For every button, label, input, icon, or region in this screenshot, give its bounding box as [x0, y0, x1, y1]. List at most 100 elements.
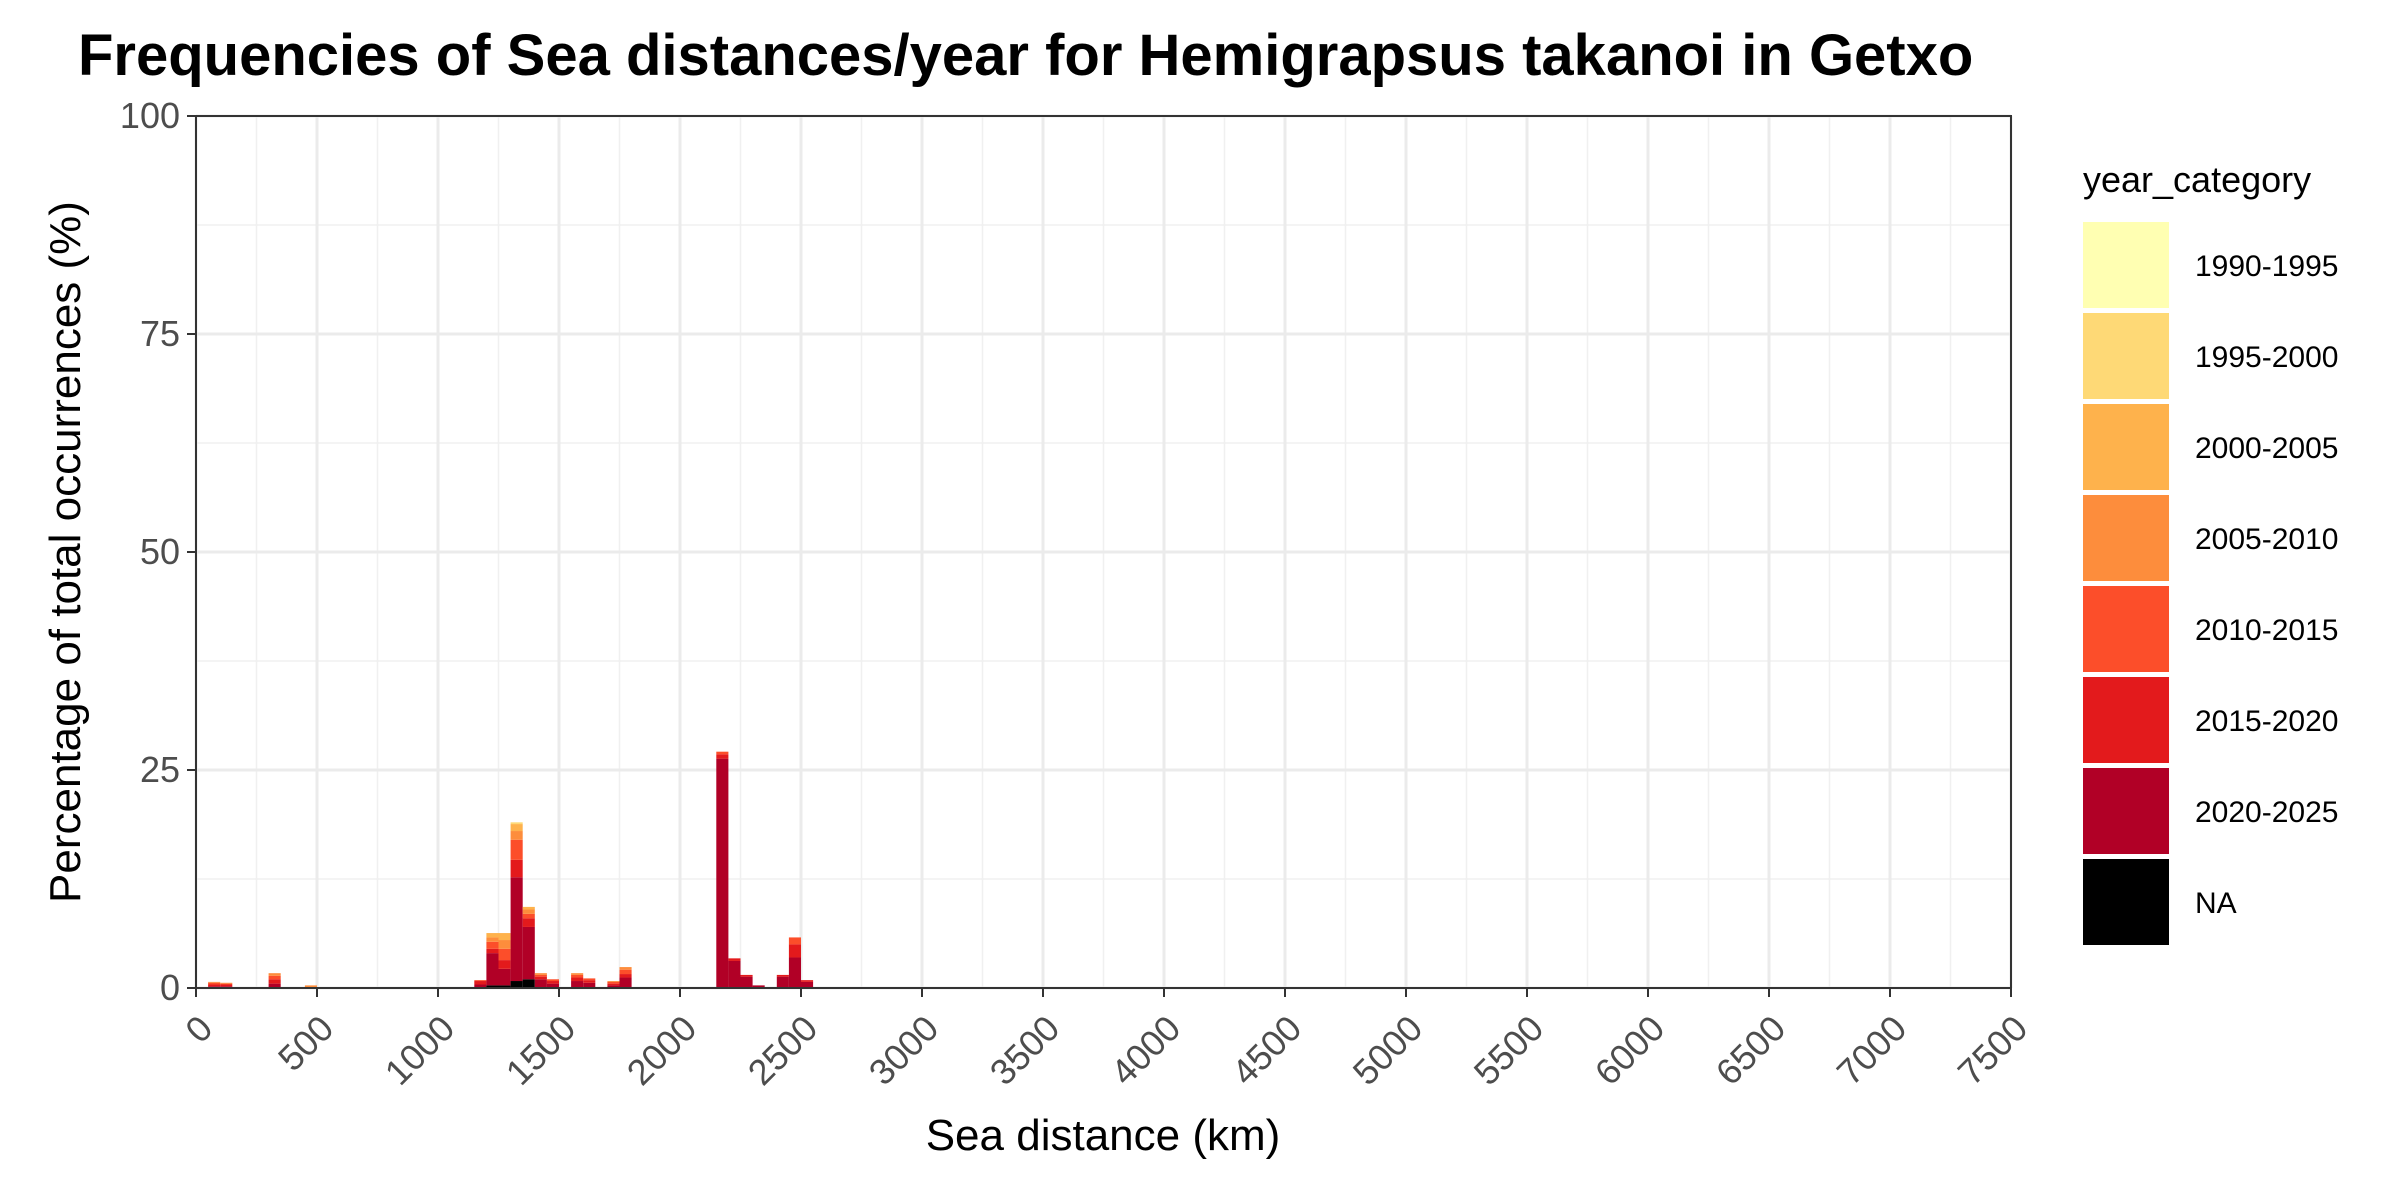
bar-segment: [304, 985, 317, 988]
bar-segment: [522, 918, 535, 927]
legend-label: 2020-2025: [2195, 796, 2338, 829]
bar-segment: [728, 960, 741, 988]
bar-segment: [583, 982, 596, 988]
legend-key: [2083, 768, 2169, 854]
legend-label: 2000-2005: [2195, 432, 2338, 465]
x-tick-label: 4500: [1224, 1007, 1310, 1093]
bar-segment: [208, 982, 221, 985]
bar-segment: [486, 948, 499, 954]
bar-segment: [776, 976, 789, 988]
legend-key: [2083, 313, 2169, 399]
x-tick-label: 2000: [619, 1007, 705, 1093]
bar-segment: [716, 758, 729, 988]
bar-segment: [619, 967, 632, 970]
bar-segment: [220, 982, 233, 984]
legend-key: [2083, 404, 2169, 490]
y-axis-title: Percentage of total occurrences (%): [41, 201, 90, 903]
bar-segment: [740, 974, 753, 977]
bar-segment: [788, 957, 801, 988]
bar-segment: [522, 913, 535, 919]
bar-segment: [498, 985, 511, 988]
bar-segment: [571, 977, 584, 982]
x-axis: 0 500 1000 1500 2000 2500 3000 3500 4000 4500 5000…: [177, 988, 2035, 1093]
y-axis: 0 25 50 75 100: [120, 95, 196, 1008]
legend-label: 1990-1995: [2195, 250, 2338, 283]
chart-title: Frequencies of Sea distances/year for He…: [78, 23, 1974, 88]
bar-segment: [546, 981, 559, 984]
bar-segment: [510, 839, 523, 860]
bar-segment: [510, 822, 523, 825]
bar-segment: [522, 909, 535, 914]
legend-key: [2083, 222, 2169, 308]
bar-segment: [583, 980, 596, 983]
bar-segment: [619, 969, 632, 975]
y-tick-label: 100: [120, 95, 180, 136]
y-tick-label: 75: [140, 313, 180, 354]
legend-label: 1995-2000: [2195, 341, 2338, 374]
bar-segment: [498, 940, 511, 949]
legend: year_category 1990-1995 1995-2000 2000-200…: [2083, 159, 2338, 945]
bar-segment: [534, 974, 547, 977]
y-tick-label: 25: [140, 749, 180, 790]
x-tick-label: 7500: [1950, 1007, 2036, 1093]
bar-segment: [522, 979, 535, 988]
x-axis-title: Sea distance (km): [926, 1111, 1281, 1160]
bar-segment: [728, 958, 741, 961]
bar-segment: [268, 979, 281, 984]
bar-segment: [801, 981, 814, 988]
bar-segment: [268, 975, 281, 980]
legend-key: [2083, 495, 2169, 581]
bar-segment: [776, 974, 789, 977]
bar-segment: [752, 985, 765, 988]
legend-key: [2083, 586, 2169, 672]
bar-segment: [220, 984, 233, 987]
bar-segment: [498, 933, 511, 941]
x-tick-label: 3000: [861, 1007, 947, 1093]
bar-segment: [474, 981, 487, 985]
x-tick-label: 0: [177, 1007, 220, 1050]
bar-segment: [546, 979, 559, 982]
legend-key: [2083, 677, 2169, 763]
x-tick-label: 5500: [1466, 1007, 1552, 1093]
bar-segment: [486, 937, 499, 942]
bar-segment: [740, 976, 753, 988]
bar-segment: [486, 941, 499, 949]
legend-label: NA: [2195, 887, 2237, 920]
bar-segment: [486, 933, 499, 938]
y-tick-label: 0: [160, 967, 180, 1008]
bar-segment: [607, 981, 620, 984]
y-tick-label: 50: [140, 531, 180, 572]
bar-segment: [571, 974, 584, 978]
bar-segment: [534, 976, 547, 980]
bar-segment: [801, 980, 814, 982]
bar-segment: [619, 977, 632, 988]
bars: [208, 751, 814, 988]
bar-segment: [607, 981, 620, 982]
x-tick-label: 7000: [1829, 1007, 1915, 1093]
bar-segment: [208, 981, 221, 983]
bar-segment: [607, 983, 620, 986]
x-tick-label: 1500: [498, 1007, 584, 1093]
bar-segment: [571, 981, 584, 988]
bar-segment: [510, 981, 523, 988]
bar-segment: [546, 983, 559, 988]
x-tick-label: 1000: [377, 1007, 463, 1093]
bar-segment: [583, 978, 596, 981]
bar-segment: [510, 824, 523, 832]
bar-segment: [498, 960, 511, 969]
bar-segment: [498, 948, 511, 961]
x-tick-label: 2500: [740, 1007, 826, 1093]
bar-segment: [268, 973, 281, 976]
legend-label: 2010-2015: [2195, 614, 2338, 647]
x-tick-label: 6500: [1708, 1007, 1794, 1093]
bar-segment: [716, 754, 729, 759]
bar-segment: [486, 985, 499, 988]
bar-segment: [534, 973, 547, 975]
bar-segment: [220, 983, 233, 985]
bar-segment: [534, 979, 547, 988]
x-tick-label: 3500: [982, 1007, 1068, 1093]
x-tick-label: 6000: [1587, 1007, 1673, 1093]
bar-segment: [716, 751, 729, 755]
bar-segment: [619, 974, 632, 978]
